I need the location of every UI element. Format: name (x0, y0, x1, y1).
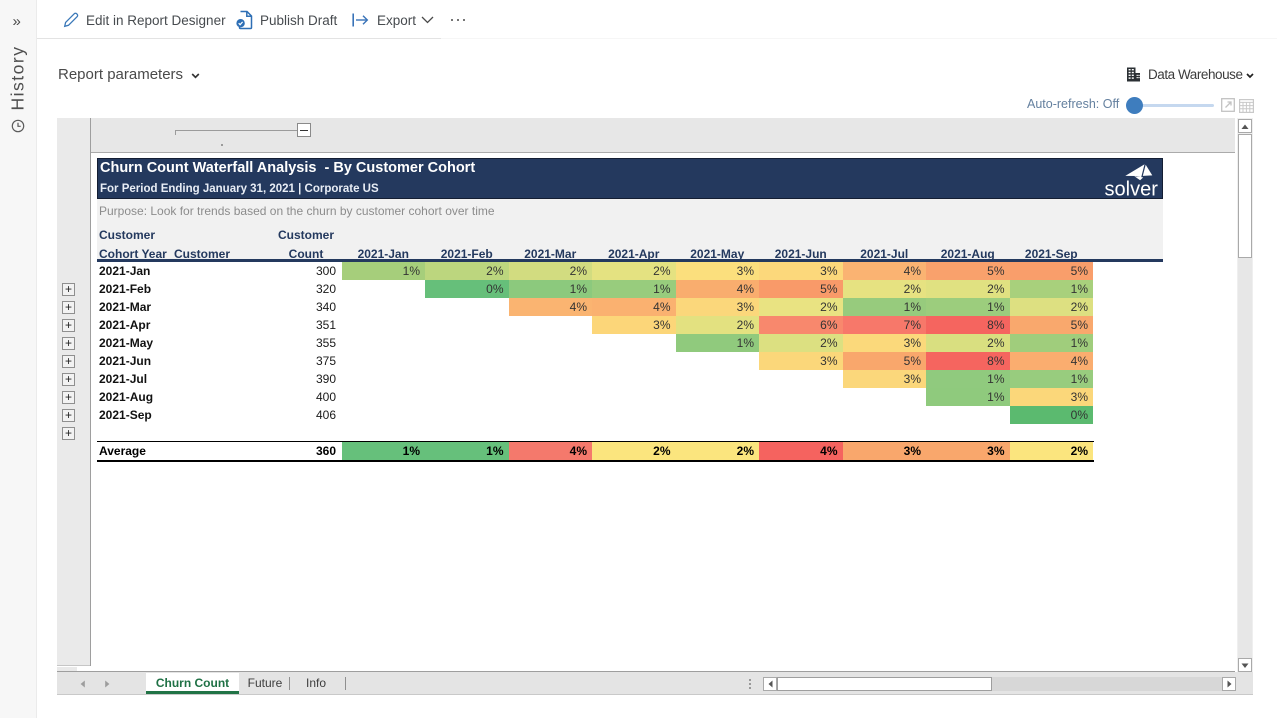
svg-text:solver: solver (1105, 179, 1159, 200)
